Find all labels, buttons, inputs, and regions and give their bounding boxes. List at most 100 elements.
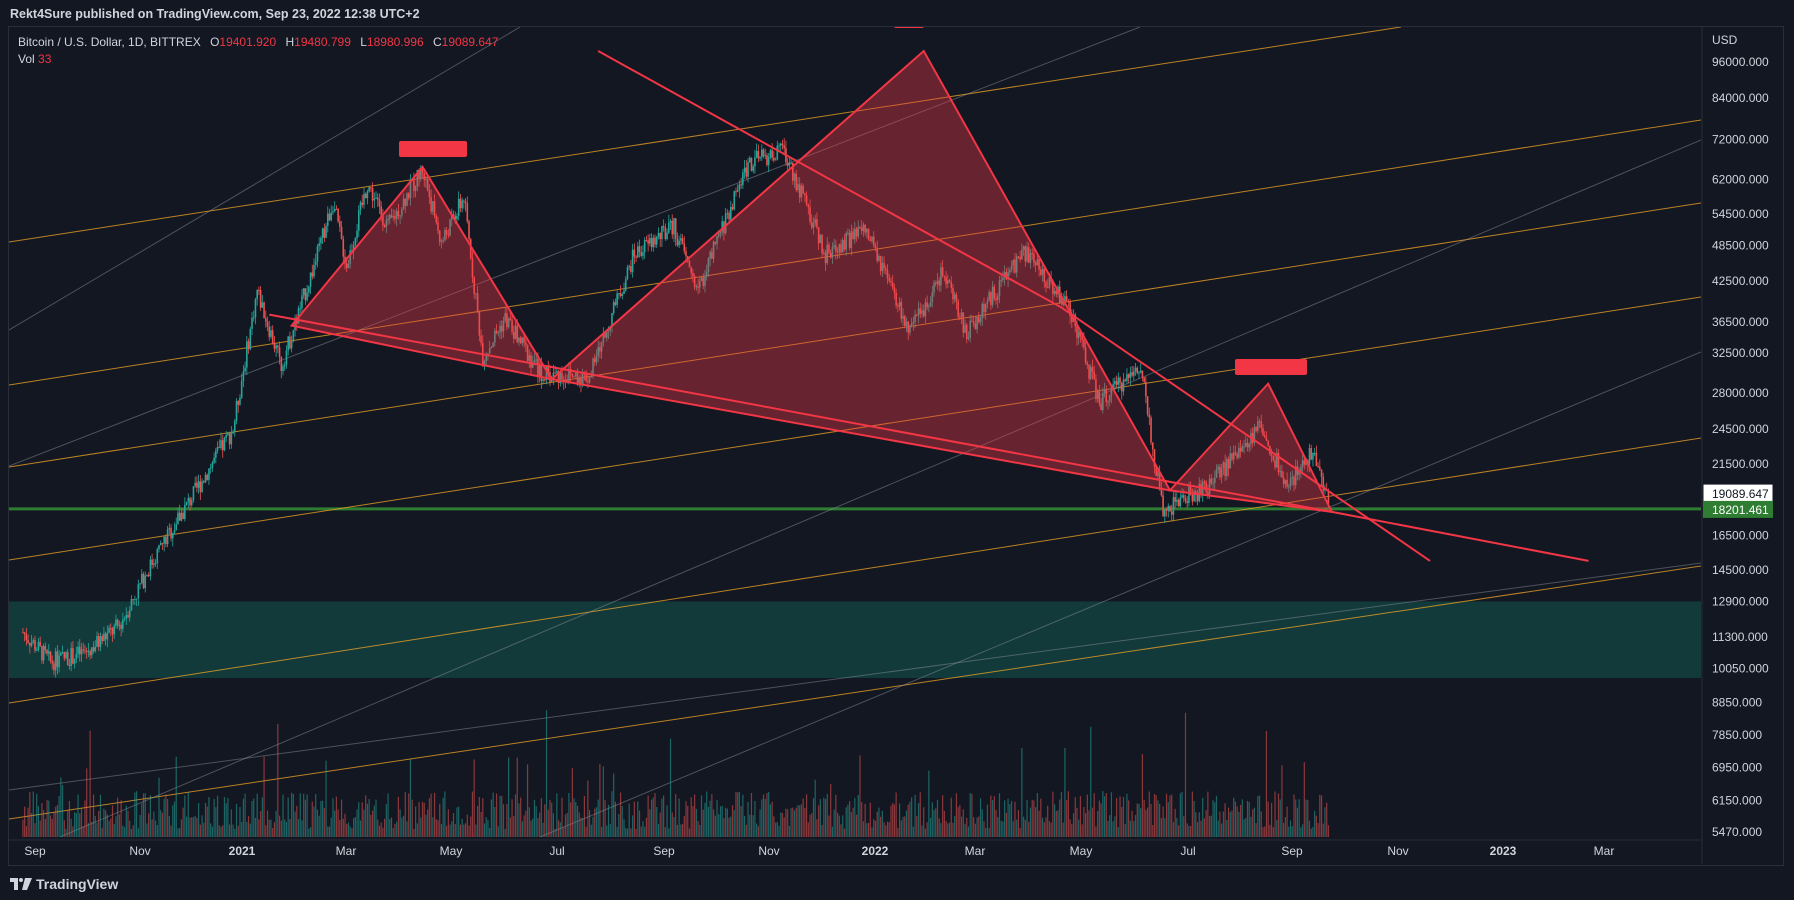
candle[interactable] (22, 632, 24, 634)
candle[interactable] (287, 336, 289, 351)
volume-bar[interactable] (99, 794, 102, 837)
volume-bar[interactable] (1028, 821, 1030, 837)
volume-bar[interactable] (110, 818, 112, 837)
candle[interactable] (847, 232, 849, 234)
volume-bar[interactable] (614, 801, 617, 837)
candle[interactable] (888, 278, 891, 282)
volume-bar[interactable] (1153, 793, 1156, 837)
volume-bar[interactable] (766, 793, 768, 837)
candle[interactable] (523, 337, 525, 343)
volume-bar[interactable] (947, 823, 949, 837)
candle[interactable] (70, 648, 72, 666)
volume-bar[interactable] (881, 810, 883, 837)
volume-bar[interactable] (265, 825, 267, 837)
volume-bar[interactable] (153, 811, 155, 837)
candle[interactable] (328, 213, 331, 221)
candle[interactable] (258, 289, 260, 291)
volume-bar[interactable] (273, 822, 275, 837)
candle[interactable] (314, 261, 317, 265)
candle[interactable] (862, 224, 865, 231)
candle[interactable] (1198, 483, 1201, 502)
candle[interactable] (56, 651, 59, 668)
volume-bar[interactable] (444, 791, 446, 837)
volume-bar[interactable] (700, 795, 703, 837)
volume-bar[interactable] (44, 818, 46, 837)
candle[interactable] (850, 231, 853, 249)
candle[interactable] (995, 298, 997, 301)
candle[interactable] (266, 321, 269, 327)
candle[interactable] (178, 512, 181, 521)
candle[interactable] (1026, 247, 1028, 262)
candle[interactable] (294, 317, 296, 331)
volume-bar[interactable] (327, 826, 329, 837)
candle[interactable] (311, 272, 314, 277)
volume-bar[interactable] (151, 819, 153, 837)
candle[interactable] (652, 237, 655, 248)
volume-bar[interactable] (134, 792, 136, 837)
volume-bar[interactable] (1043, 822, 1045, 837)
volume-bar[interactable] (1177, 825, 1180, 837)
candle[interactable] (153, 563, 155, 565)
volume-bar[interactable] (805, 794, 808, 837)
volume-bar[interactable] (309, 827, 312, 837)
candle[interactable] (171, 532, 174, 539)
volume-bar[interactable] (1038, 810, 1040, 837)
volume-bar[interactable] (823, 797, 825, 837)
volume-bar[interactable] (773, 816, 775, 837)
volume-bar[interactable] (1081, 824, 1083, 837)
volume-bar[interactable] (211, 826, 213, 837)
volume-bar[interactable] (251, 801, 253, 837)
volume-bar[interactable] (416, 823, 418, 837)
volume-bar[interactable] (1179, 793, 1181, 837)
candle[interactable] (122, 619, 124, 629)
volume-bar[interactable] (208, 797, 210, 837)
candle[interactable] (559, 372, 562, 383)
volume-bar[interactable] (818, 805, 820, 837)
volume-bar[interactable] (437, 820, 439, 837)
candle[interactable] (1100, 403, 1102, 411)
candle[interactable] (256, 289, 258, 300)
candle[interactable] (578, 378, 581, 385)
volume-bar[interactable] (566, 812, 568, 837)
volume-bar[interactable] (454, 824, 456, 837)
peak-marker[interactable] (894, 10, 924, 28)
candle[interactable] (116, 619, 119, 626)
volume-bar[interactable] (137, 828, 139, 837)
candle[interactable] (376, 197, 379, 200)
volume-bar[interactable] (108, 821, 110, 837)
volume-bar[interactable] (1286, 806, 1288, 837)
candle[interactable] (82, 649, 85, 651)
volume-bar[interactable] (285, 821, 288, 837)
candle[interactable] (619, 293, 622, 296)
candle[interactable] (947, 280, 949, 285)
volume-bar[interactable] (613, 773, 615, 837)
candle[interactable] (661, 226, 663, 240)
volume-bar[interactable] (223, 796, 226, 837)
volume-bar[interactable] (366, 803, 369, 837)
candle[interactable] (459, 198, 462, 209)
candle[interactable] (910, 323, 913, 326)
candle[interactable] (1243, 446, 1245, 448)
candle[interactable] (1207, 492, 1209, 495)
candle[interactable] (897, 305, 899, 307)
volume-bar[interactable] (592, 816, 594, 837)
volume-bar[interactable] (549, 800, 551, 837)
candle[interactable] (438, 230, 441, 242)
candle[interactable] (545, 366, 548, 380)
volume-bar[interactable] (261, 797, 263, 837)
candle[interactable] (165, 536, 167, 545)
volume-bar[interactable] (623, 819, 625, 837)
candle[interactable] (1229, 453, 1232, 469)
volume-bar[interactable] (950, 797, 952, 837)
volume-bar[interactable] (1102, 791, 1104, 837)
candle[interactable] (802, 185, 804, 194)
candle[interactable] (521, 337, 524, 344)
candle[interactable] (540, 364, 543, 382)
volume-bar[interactable] (1219, 811, 1221, 837)
candle[interactable] (831, 246, 834, 258)
candle[interactable] (1255, 427, 1257, 431)
candle[interactable] (1308, 448, 1311, 465)
candle[interactable] (41, 645, 43, 661)
volume-bar[interactable] (611, 791, 613, 837)
candle[interactable] (655, 236, 658, 245)
